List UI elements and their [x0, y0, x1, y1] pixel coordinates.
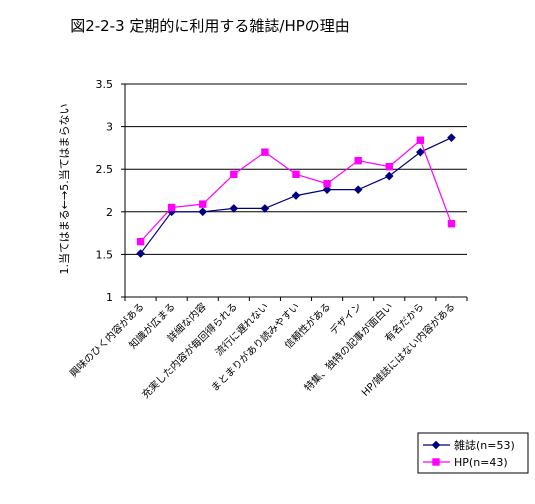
data-point-1: [384, 171, 394, 181]
series-line-2: [140, 139, 453, 243]
y-tick-label: 2: [106, 206, 113, 219]
legend-label-1: 雑誌(n=53): [454, 438, 515, 452]
y-tick-label: 1: [106, 291, 113, 304]
data-point-2: [447, 220, 456, 228]
data-point-2: [354, 156, 362, 165]
data-point-1: [136, 249, 145, 258]
legend-marker-1: [431, 440, 441, 450]
legend-label-2: HP(n=43): [454, 456, 508, 469]
data-point-2: [261, 148, 269, 156]
y-tick-label: 2.5: [96, 163, 114, 176]
legend-box: [417, 432, 529, 474]
y-axis-label: 1.当てはまる←→5.当てはまらない: [57, 104, 71, 275]
data-point-1: [447, 133, 456, 142]
data-point-1: [322, 185, 332, 194]
data-point-2: [292, 170, 300, 179]
y-tick-label: 3.5: [96, 78, 114, 91]
data-point-1: [229, 204, 239, 213]
data-point-1: [416, 147, 425, 157]
data-point-1: [198, 207, 208, 217]
data-point-1: [291, 191, 301, 200]
data-point-1: [260, 204, 270, 213]
legend-marker-2: [432, 458, 440, 466]
data-point-1: [353, 185, 363, 194]
data-point-2: [136, 237, 145, 246]
y-tick-label: 1.5: [96, 248, 114, 261]
data-point-2: [199, 200, 207, 208]
x-category-label: 流行に遅れない: [212, 300, 271, 359]
y-tick-label: 3: [106, 121, 113, 134]
legend: 雑誌(n=53) HP(n=43): [417, 432, 529, 474]
data-point-2: [167, 203, 176, 212]
plot-area: 11.522.533.5興味のひく内容がある知識が広まる詳細な内容充実した内容が…: [67, 78, 468, 401]
chart-title: 図2-2-3 定期的に利用する雑誌/HPの理由: [70, 17, 350, 35]
data-point-2: [323, 179, 331, 188]
data-point-2: [230, 170, 238, 179]
data-point-2: [385, 162, 393, 171]
data-point-2: [416, 136, 425, 144]
